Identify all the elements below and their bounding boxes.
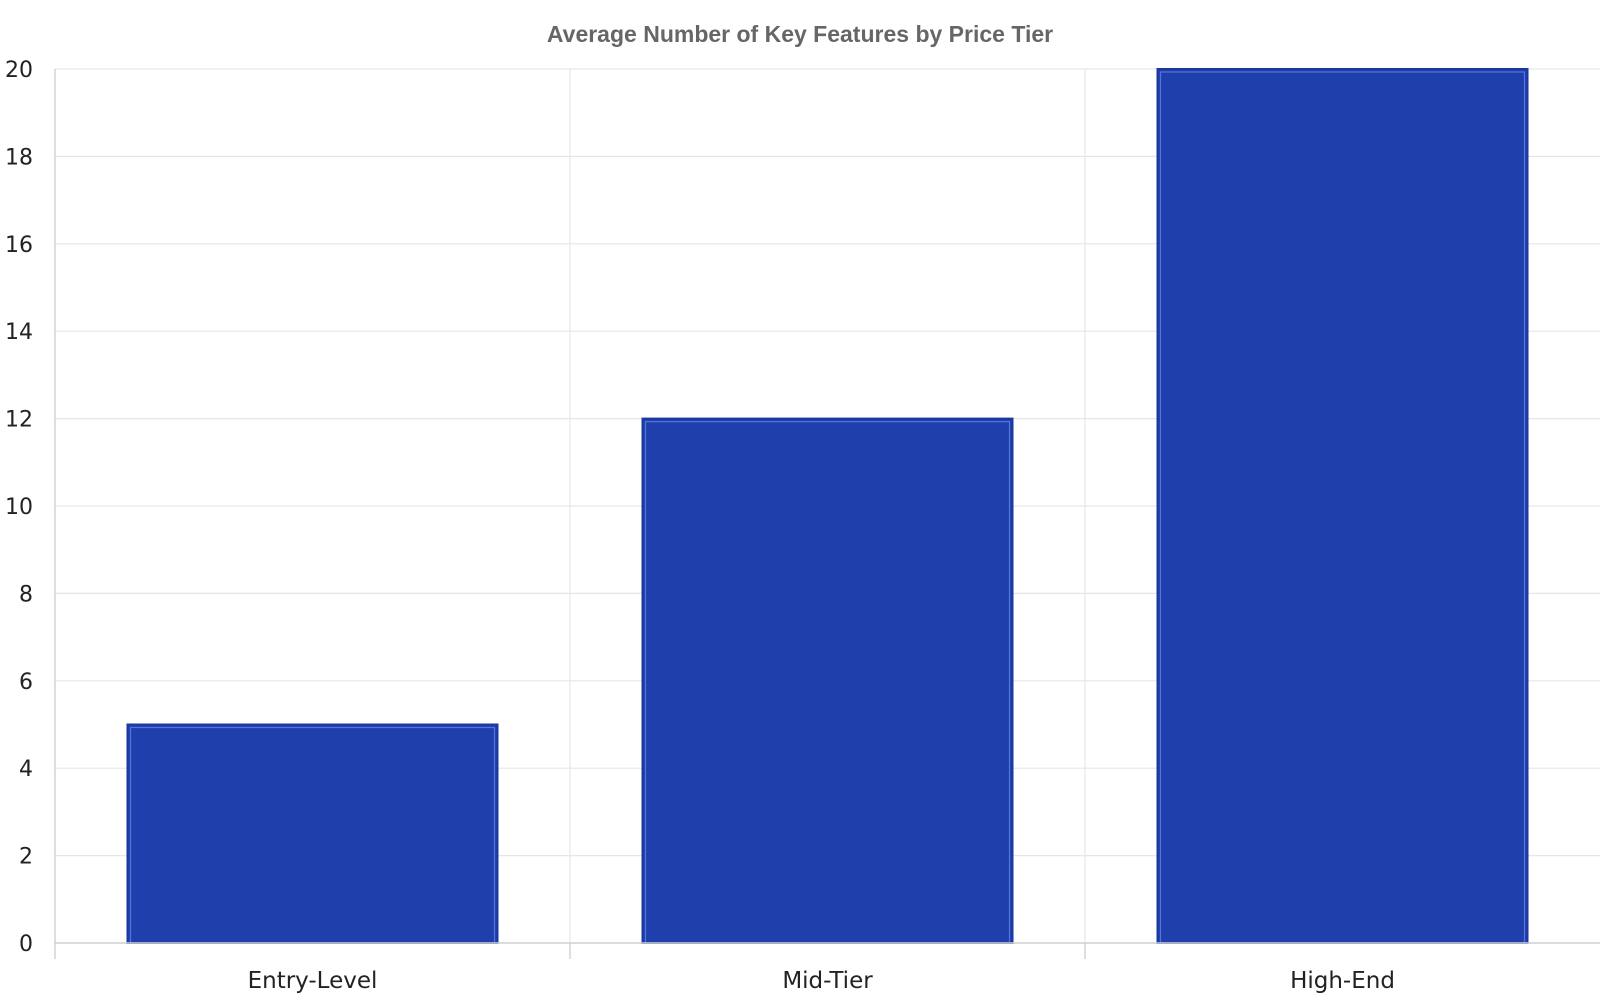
x-tick-label: Mid-Tier [782, 968, 873, 994]
y-tick-label: 8 [19, 582, 33, 607]
y-tick-label: 0 [19, 932, 33, 957]
y-tick-label: 2 [19, 845, 33, 870]
y-tick-label: 4 [19, 757, 33, 782]
x-axis-tick-labels: Entry-Level Mid-Tier High-End [248, 968, 1395, 994]
bar-high-end [1156, 68, 1529, 944]
chart-title: Average Number of Key Features by Price … [547, 21, 1053, 47]
x-tick-label: Entry-Level [248, 968, 378, 994]
x-tick-label: High-End [1290, 968, 1395, 994]
y-tick-label: 6 [19, 670, 33, 695]
y-tick-label: 10 [5, 495, 33, 520]
y-tick-label: 18 [5, 145, 33, 170]
bars [126, 68, 1529, 945]
bar-entry-level [126, 723, 499, 944]
y-tick-label: 14 [5, 320, 33, 345]
y-axis-tick-labels: 0 2 4 6 8 10 12 14 16 18 20 [5, 58, 33, 957]
axes [54, 69, 1600, 959]
y-tick-label: 16 [5, 233, 33, 258]
bar-mid-tier [641, 417, 1014, 945]
y-tick-label: 20 [5, 58, 33, 83]
y-tick-label: 12 [5, 408, 33, 433]
